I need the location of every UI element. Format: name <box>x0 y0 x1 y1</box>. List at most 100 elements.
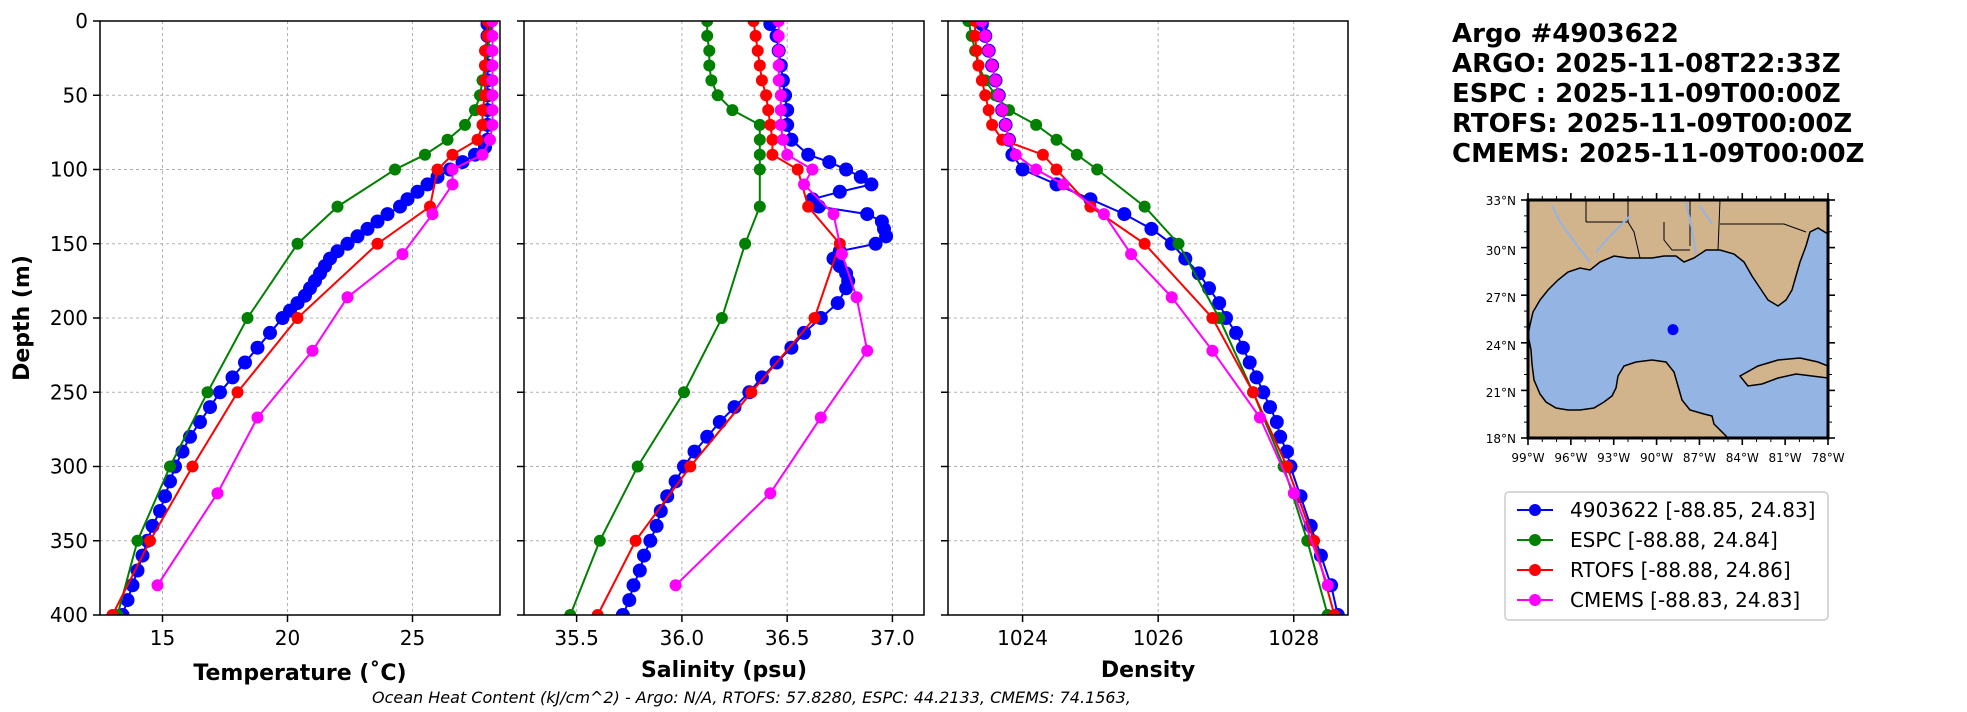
data-point-cmems <box>772 29 785 42</box>
data-point-rtofs <box>975 74 988 87</box>
data-point-cmems <box>1009 148 1022 161</box>
data-point-argo <box>360 221 375 236</box>
data-point-cmems <box>446 178 459 191</box>
data-point-argo <box>860 207 875 222</box>
data-point-rtofs <box>231 386 244 399</box>
legend-marker-cmems <box>1529 594 1541 606</box>
data-point-argo <box>801 147 816 162</box>
data-point-cmems <box>486 21 499 27</box>
data-point-argo <box>637 548 651 563</box>
data-point-rtofs <box>764 118 777 131</box>
data-point-rtofs <box>766 148 779 161</box>
data-point-cmems <box>772 74 785 87</box>
data-point-argo <box>1015 162 1030 177</box>
x-tick-label: 20 <box>275 626 300 650</box>
data-point-cmems <box>1030 163 1043 176</box>
data-point-cmems <box>476 148 489 161</box>
data-point-cmems <box>772 21 785 27</box>
data-point-espc <box>131 534 144 547</box>
map-latitude-labels: 33°N 30°N 27°N 24°N 21°N 18°N <box>1486 194 1516 446</box>
data-point-argo <box>632 563 647 578</box>
data-point-argo <box>1212 296 1227 311</box>
data-point-rtofs <box>745 386 758 399</box>
legend-label-espc: ESPC [-88.88, 24.84] <box>1570 528 1778 552</box>
data-point-espc <box>1172 237 1185 250</box>
y-tick-label: 250 <box>50 380 88 404</box>
data-point-rtofs <box>106 609 119 615</box>
data-point-argo <box>1273 429 1288 444</box>
data-point-cmems <box>486 29 499 42</box>
data-point-rtofs <box>969 29 982 42</box>
data-point-argo <box>1202 281 1216 296</box>
density-series-cmems <box>975 21 1334 592</box>
data-point-rtofs <box>970 44 983 57</box>
y-tick-label: 100 <box>50 158 88 182</box>
data-point-rtofs <box>762 104 775 117</box>
data-point-rtofs <box>186 460 199 473</box>
data-point-argo <box>830 296 845 311</box>
data-point-argo <box>1249 370 1264 385</box>
data-point-argo <box>1117 207 1132 222</box>
data-point-cmems <box>986 59 999 72</box>
y-tick-label: 300 <box>50 455 88 479</box>
data-point-rtofs <box>684 460 697 473</box>
legend-label-rtofs: RTOFS [-88.88, 24.86] <box>1570 558 1791 582</box>
map-land-north <box>1528 200 1828 336</box>
map-rivers <box>1551 201 1713 263</box>
data-point-espc <box>715 312 728 324</box>
y-tick-label: 350 <box>50 529 88 553</box>
data-point-espc <box>703 59 716 72</box>
data-point-cmems <box>781 148 794 161</box>
data-point-rtofs <box>760 89 773 102</box>
data-point-rtofs <box>629 534 642 547</box>
espc-time: ESPC : 2025-11-09T00:00Z <box>1452 79 1841 109</box>
data-point-cmems <box>835 248 848 261</box>
data-point-argo <box>879 229 894 244</box>
data-point-espc <box>705 74 718 87</box>
data-point-cmems <box>774 104 787 117</box>
data-point-rtofs <box>1036 148 1049 161</box>
data-point-cmems <box>1125 248 1138 261</box>
map-ticks <box>1521 193 1835 445</box>
density-panel: 1024 1026 1028 <box>941 20 1349 650</box>
data-point-espc <box>631 460 644 473</box>
x-tick-label: 15 <box>150 626 175 650</box>
data-point-espc <box>753 200 766 213</box>
data-point-argo <box>797 325 811 340</box>
data-point-espc <box>711 89 724 102</box>
location-map: 33°N 30°N 27°N 24°N 21°N 18°N 99°W 96°W … <box>1486 193 1845 465</box>
data-point-argo <box>410 184 425 199</box>
map-lat-label: 33°N <box>1486 194 1516 208</box>
map-lon-label: 78°W <box>1811 451 1844 465</box>
ohc-footer: Ocean Heat Content (kJ/cm^2) - Argo: N/A… <box>372 688 1131 707</box>
temperature-panel: 0 50 100 150 200 250 300 350 400 15 20 25 <box>50 9 501 650</box>
data-point-cmems <box>1097 208 1110 221</box>
data-point-argo <box>238 355 252 370</box>
data-point-cmems <box>1165 291 1178 304</box>
data-point-cmems <box>814 411 827 424</box>
data-point-rtofs <box>431 163 444 176</box>
data-point-cmems <box>151 579 164 592</box>
data-point-argo <box>163 474 177 489</box>
data-point-rtofs <box>591 609 604 615</box>
data-point-argo <box>784 340 799 355</box>
data-point-cmems <box>669 579 682 592</box>
data-point-cmems <box>774 89 787 102</box>
data-point-espc <box>1091 163 1104 176</box>
data-point-espc <box>241 312 254 324</box>
data-point-cmems <box>982 44 995 57</box>
data-point-cmems <box>989 74 1002 87</box>
data-point-espc <box>593 534 606 547</box>
data-point-rtofs <box>1247 386 1260 399</box>
map-lon-label: 87°W <box>1683 451 1716 465</box>
y-tick-label: 200 <box>50 306 88 330</box>
data-point-cmems <box>1206 344 1219 357</box>
data-point-argo <box>203 400 217 415</box>
data-point-argo <box>250 340 265 355</box>
data-point-cmems <box>774 118 787 131</box>
data-point-rtofs <box>1328 609 1341 615</box>
temperature-axes-frame <box>99 20 501 616</box>
data-point-cmems <box>1287 487 1300 500</box>
data-point-argo <box>712 415 727 429</box>
map-frame <box>1526 198 1830 440</box>
